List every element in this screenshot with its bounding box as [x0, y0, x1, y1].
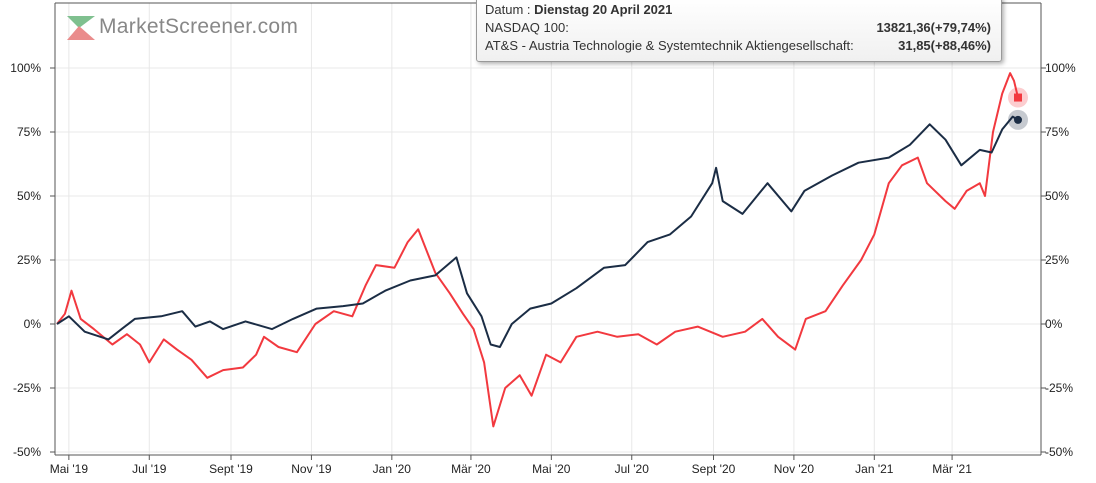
x-tick-label: Mai '19	[50, 462, 89, 476]
x-tick-label: Sept '19	[209, 462, 253, 476]
x-tick-label: Jan '21	[855, 462, 894, 476]
y-tick-label-right: 50%	[1045, 189, 1069, 203]
tooltip-value: 31,85(+88,46%)	[898, 38, 991, 53]
y-tick-label-right: 25%	[1045, 253, 1069, 267]
series-lines	[56, 72, 1028, 428]
y-tick-label-right: -50%	[1045, 445, 1073, 459]
y-tick-label: 100%	[10, 61, 41, 75]
y-tick-label-right: 0%	[1045, 317, 1063, 331]
y-tick-label: 25%	[17, 253, 41, 267]
x-tick-label: Nov '20	[774, 462, 815, 476]
nasdaq-marker	[1014, 115, 1022, 124]
y-tick-label: 50%	[17, 189, 41, 203]
ats-marker	[1014, 93, 1022, 102]
x-tick-label: Jul '19	[132, 462, 167, 476]
y-tick-label: -50%	[13, 445, 41, 459]
tooltip-date-label: Datum :	[485, 2, 535, 17]
tooltip-label: AT&S - Austria Technologie & Systemtechn…	[485, 38, 854, 53]
logo-text: MarketScreener.com	[99, 15, 299, 38]
tooltip-date-row: Datum : Dienstag 20 April 2021	[485, 2, 991, 17]
nasdaq-line	[56, 115, 1019, 348]
y-tick-label-right: 100%	[1045, 61, 1076, 75]
tooltip-row-ats: AT&S - Austria Technologie & Systemtechn…	[485, 38, 991, 53]
x-tick-label: Jul '20	[615, 462, 650, 476]
x-tick-label: Nov '19	[291, 462, 332, 476]
y-tick-label: 0%	[24, 317, 42, 331]
y-tick-label-right: -25%	[1045, 381, 1073, 395]
marketscreener-logo: MarketScreener.com	[65, 14, 298, 40]
tooltip-row-nasdaq: NASDAQ 100: 13821,36(+79,74%)	[485, 20, 991, 35]
tooltip-value: 13821,36(+79,74%)	[876, 20, 991, 35]
x-tick-label: Mai '20	[532, 462, 571, 476]
x-tick-label: Jan '20	[373, 462, 412, 476]
tooltip-label: NASDAQ 100:	[485, 20, 569, 35]
grid	[55, 3, 1041, 455]
ats-line	[56, 72, 1019, 428]
x-tick-label: Mär '20	[451, 462, 491, 476]
y-tick-label: 75%	[17, 125, 41, 139]
y-tick-label: -25%	[13, 381, 41, 395]
axes: -50% -50% -25% -25% 0% 0% 25% 25% 50% 50% 75% 75% 10…	[10, 2, 1076, 476]
logo-icon	[67, 16, 95, 40]
x-tick-label: Sept '20	[692, 462, 736, 476]
x-tick-label: Mär '21	[932, 462, 972, 476]
tooltip-date: Dienstag 20 April 2021	[534, 2, 673, 17]
y-tick-label-right: 75%	[1045, 125, 1069, 139]
tooltip: Datum : Dienstag 20 April 2021 NASDAQ 10…	[476, 0, 1002, 62]
